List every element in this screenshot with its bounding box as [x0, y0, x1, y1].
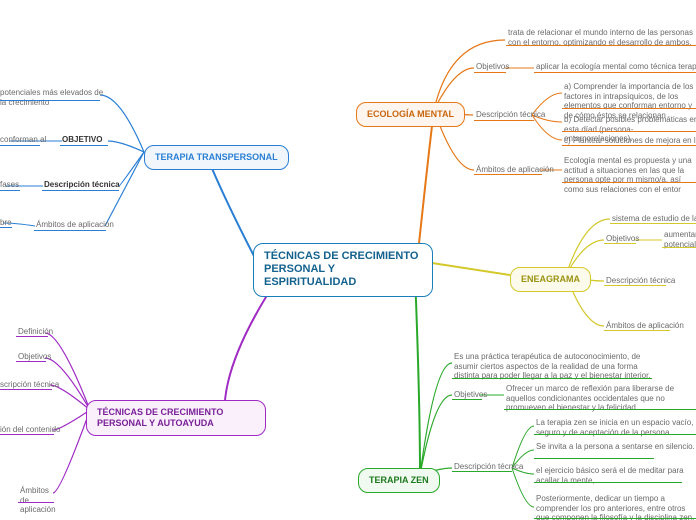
zen-desc-d: Posteriormente, dedicar un tiempo a comp… [536, 494, 696, 520]
ecologia-node[interactable]: ECOLOGÍA MENTAL [356, 102, 465, 127]
autoayuda-node[interactable]: TÉCNICAS DE CRECIMIENTO PERSONAL Y AUTOA… [86, 400, 266, 436]
ecologia-objetivos: Objetivos [476, 62, 509, 72]
ecologia-title: ECOLOGÍA MENTAL [367, 109, 454, 119]
transpersonal-objetivo-sub: conforman al [0, 135, 46, 145]
transpersonal-desc-sub: fases [0, 180, 19, 190]
eneagrama-node[interactable]: ENEAGRAMA [510, 267, 591, 292]
transpersonal-descripcion: Descripción técnica [44, 180, 120, 190]
center-title: TÉCNICAS DE CRECIMIENTO PERSONAL Y ESPIR… [264, 250, 418, 288]
transpersonal-node[interactable]: TERAPIA TRANSPERSONAL [144, 145, 289, 170]
autoayuda-ambitos: Ámbitos de aplicación [20, 486, 60, 515]
zen-intro: Es una práctica terapéutica de autoconoc… [454, 352, 654, 381]
autoayuda-title: TÉCNICAS DE CRECIMIENTO PERSONAL Y AUTOA… [97, 407, 223, 428]
zen-desc-b: Se invita a la persona a sentarse en sil… [536, 442, 696, 452]
transpersonal-ambitos: Ámbitos de aplicación [36, 220, 114, 230]
eneagrama-title: ENEAGRAMA [521, 274, 580, 284]
center-node[interactable]: TÉCNICAS DE CRECIMIENTO PERSONAL Y ESPIR… [253, 243, 433, 297]
transpersonal-title: TERAPIA TRANSPERSONAL [155, 152, 278, 162]
zen-title: TERAPIA ZEN [369, 475, 429, 485]
ecologia-objetivos-text: aplicar la ecología mental como técnica … [536, 62, 696, 72]
ecologia-descripcion: Descripción técnica [476, 110, 545, 120]
transpersonal-objetivo-text: potenciales más elevados de la crecimien… [0, 88, 110, 107]
zen-node[interactable]: TERAPIA ZEN [358, 468, 440, 493]
transpersonal-objetivo: OBJETIVO [62, 135, 102, 145]
ecologia-ambitos-text: Ecología mental es propuesta y una actit… [564, 156, 696, 194]
